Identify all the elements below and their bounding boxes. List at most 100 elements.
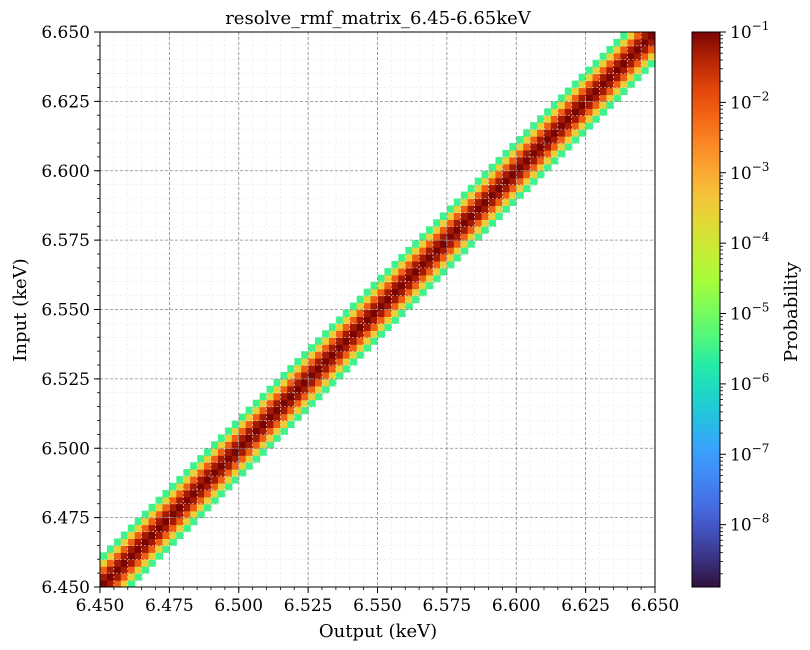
heatmap-cell [620,87,628,96]
heatmap-cell [523,136,531,144]
heatmap-cell [370,302,379,311]
heatmap-cell [266,420,275,429]
heatmap-cell [412,240,420,248]
heatmap-cell [516,136,524,144]
heatmap-cell [287,378,295,387]
heatmap-cell [641,45,649,54]
heatmap-cell [211,462,219,470]
heatmap-cell [537,136,545,144]
heatmap-cell [426,247,434,255]
heatmap-cell [419,274,427,283]
heatmap-cell [252,399,261,408]
heatmap-cell [259,448,268,456]
heatmap-cell [606,66,614,75]
heatmap-cell [620,66,628,75]
heatmap-cell [356,309,365,318]
heatmap-cell [162,531,170,540]
heatmap-cell [516,177,524,186]
heatmap-cell [502,184,510,193]
heatmap-cell [190,469,198,477]
heatmap-cell [162,489,170,498]
heatmap-cell [113,545,122,553]
heatmap-cell [217,489,226,498]
heatmap-cell [169,531,177,540]
heatmap-cell [342,358,351,366]
heatmap-cell [315,392,323,401]
heatmap-cell [113,573,122,581]
heatmap-cell [294,371,302,380]
heatmap-cell [613,38,621,47]
heatmap-cell [648,38,655,47]
heatmap-cell [273,385,281,394]
heatmap-cell [273,399,281,408]
heatmap-cell [273,392,281,401]
heatmap-cell [467,212,476,220]
heatmap-cell [544,143,552,151]
heatmap-cell [523,184,531,193]
heatmap-cell [564,129,573,137]
heatmap-cell [335,371,344,380]
heatmap-cell [315,358,323,366]
heatmap-cell [377,288,386,297]
heatmap-cell [627,59,635,68]
heatmap-cell [474,191,483,200]
heatmap-cell [155,524,164,533]
heatmap-cell [280,420,288,429]
heatmap-cell [530,122,538,130]
heatmap-cell [252,413,261,422]
heatmap-cell [356,295,365,304]
heatmap-cell [238,413,247,422]
heatmap-cell [530,149,538,158]
heatmap-cell [252,420,261,429]
heatmap-cell [544,129,552,137]
heatmap-cell [474,184,483,193]
heatmap-cell [620,59,628,68]
heatmap-cell [613,59,621,68]
heatmap-cell [308,392,316,401]
heatmap-cell [564,101,573,109]
heatmap-cell [155,496,164,505]
heatmap-cell [328,351,337,359]
heatmap-cell [120,538,129,546]
heatmap-cell [557,149,566,158]
y-tick-label: 6.500 [41,439,90,459]
heatmap-cell [426,274,434,283]
heatmap-cell [197,455,205,463]
heatmap-cell [113,538,122,546]
heatmap-cell [613,52,621,61]
heatmap-cell [578,101,587,109]
heatmap-cell [204,489,212,498]
heatmap-cell [613,45,621,54]
heatmap-cell [488,219,497,227]
heatmap-cell [155,538,164,546]
heatmap-cell [557,94,566,102]
heatmap-cell [446,226,455,234]
heatmap-cell [433,226,441,234]
heatmap-cell [474,219,483,227]
heatmap-cell [266,441,275,449]
heatmap-cell [245,448,254,456]
heatmap-cell [481,191,490,200]
heatmap-cell [127,573,136,581]
heatmap-cell [641,59,649,68]
heatmap-cell [169,510,177,519]
heatmap-cell [349,302,358,311]
heatmap-cell [141,559,150,567]
heatmap-cell [335,358,344,366]
heatmap-cell [204,448,212,456]
heatmap-cell [308,385,316,394]
heatmap-cell [335,337,344,345]
heatmap-cell [537,163,545,172]
heatmap-cell [405,288,413,297]
heatmap-cell [176,503,184,512]
heatmap-cell [412,281,420,290]
heatmap-cell [356,323,365,331]
colorbar-tick-label: 10−6 [730,371,769,395]
heatmap-cell [557,101,566,109]
heatmap-cell [433,254,441,262]
heatmap-cell [634,66,642,75]
heatmap-cell [190,510,198,519]
heatmap-cell [557,143,566,151]
heatmap-cell [433,219,441,227]
heatmap-cell [287,392,295,401]
